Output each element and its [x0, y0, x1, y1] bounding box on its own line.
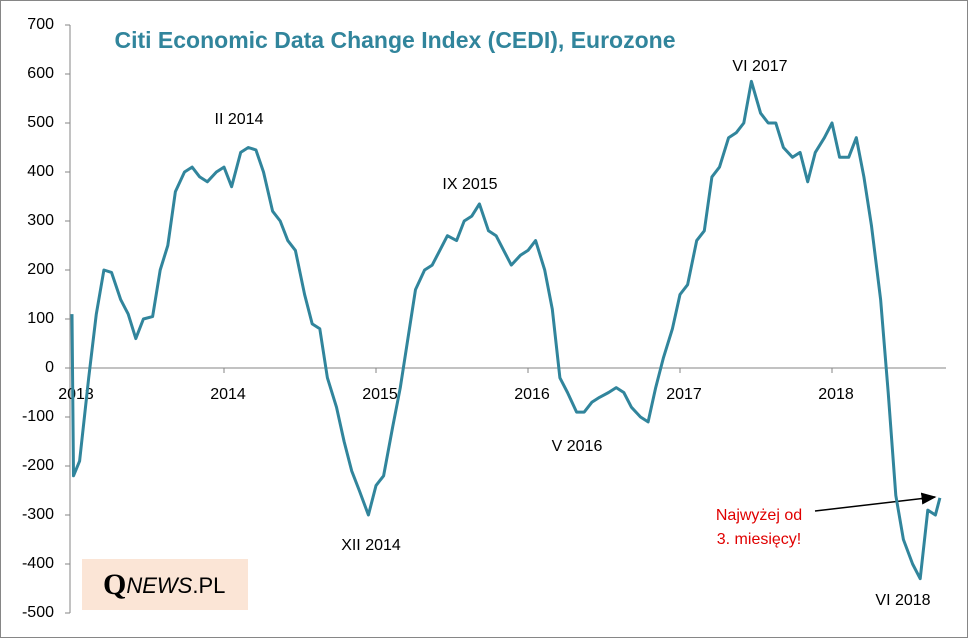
y-tick-label: 400 [27, 163, 54, 180]
y-tick-label: -500 [22, 604, 54, 621]
x-tick-label: 2018 [818, 386, 854, 403]
annotation: XII 2014 [341, 537, 401, 554]
y-tick-label: 200 [27, 261, 54, 278]
y-tick-label: -300 [22, 506, 54, 523]
y-tick-label: -200 [22, 457, 54, 474]
annotation: VI 2018 [875, 592, 930, 609]
logo-box [82, 559, 248, 610]
y-tick-label: -400 [22, 555, 54, 572]
x-tick-label: 2016 [514, 386, 550, 403]
annotation: II 2014 [215, 111, 264, 128]
logo: QNEWS.PL [103, 568, 225, 601]
x-tick-label: 2014 [210, 386, 246, 403]
x-tick-label: 2017 [666, 386, 702, 403]
y-tick-label: 300 [27, 212, 54, 229]
arrow [814, 492, 937, 512]
y-tick-label: -100 [22, 408, 54, 425]
note: 3. miesięcy! [717, 531, 801, 548]
y-tick-label: 100 [27, 310, 54, 327]
y-tick-label: 600 [27, 65, 54, 82]
y-tick-label: 500 [27, 114, 54, 131]
annotation: VI 2017 [732, 58, 787, 75]
chart-title: Citi Economic Data Change Index (CEDI), … [114, 27, 675, 53]
note: Najwyżej od [716, 507, 802, 524]
data-line [70, 79, 942, 581]
annotation: IX 2015 [442, 176, 497, 193]
x-tick-label: 2015 [362, 386, 398, 403]
y-tick-label: 700 [27, 16, 54, 33]
annotation: V 2016 [552, 438, 603, 455]
y-tick-label: 0 [45, 359, 54, 376]
